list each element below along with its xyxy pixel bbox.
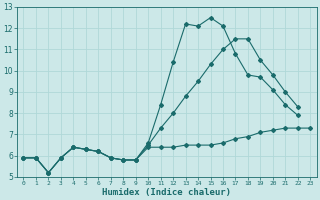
X-axis label: Humidex (Indice chaleur): Humidex (Indice chaleur) (102, 188, 231, 197)
